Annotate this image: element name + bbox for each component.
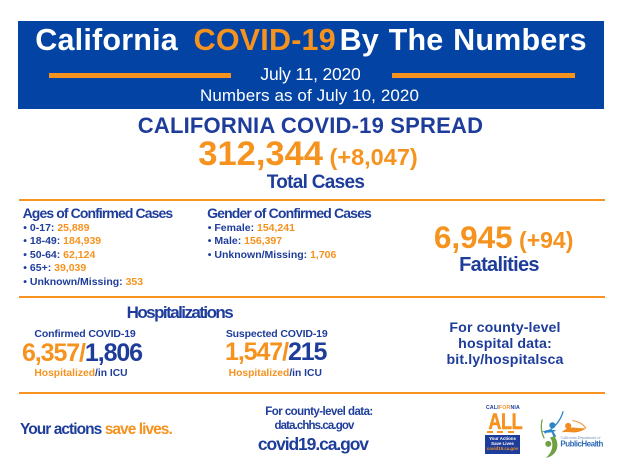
svg-text:California Department of: California Department of (561, 435, 602, 440)
svg-text:PublicHealth: PublicHealth (560, 439, 603, 448)
